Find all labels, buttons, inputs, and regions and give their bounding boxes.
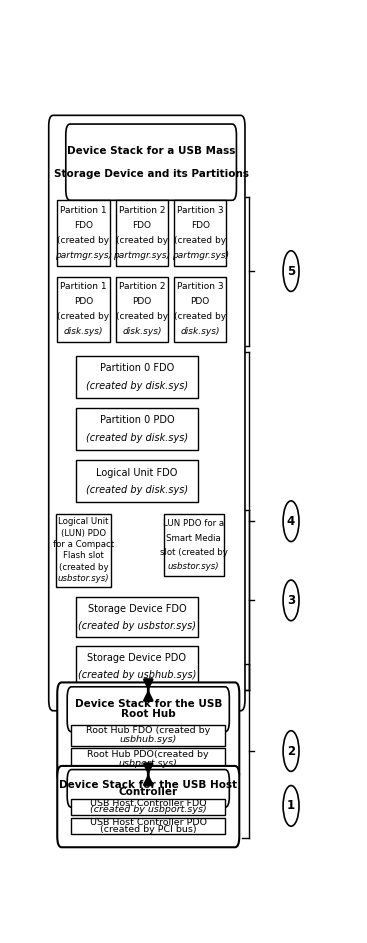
Text: Controller: Controller (119, 786, 178, 797)
Circle shape (283, 731, 299, 771)
Text: Partition 3: Partition 3 (177, 207, 224, 215)
Text: Device Stack for the USB: Device Stack for the USB (75, 700, 222, 709)
Text: FDO: FDO (74, 221, 93, 230)
Text: (created by: (created by (59, 563, 108, 571)
FancyBboxPatch shape (72, 819, 225, 835)
Text: for a Compact: for a Compact (53, 540, 114, 549)
Text: Root Hub: Root Hub (121, 709, 176, 720)
Text: (created by usbhub.sys): (created by usbhub.sys) (78, 670, 196, 680)
Text: Device Stack for a USB Mass: Device Stack for a USB Mass (67, 146, 235, 156)
Circle shape (283, 501, 299, 541)
Text: Storage Device and its Partitions: Storage Device and its Partitions (54, 169, 248, 178)
Circle shape (283, 580, 299, 620)
Text: (created by: (created by (58, 312, 110, 322)
Text: usbport.sys): usbport.sys) (119, 759, 178, 768)
Text: Partition 2: Partition 2 (119, 283, 165, 291)
Text: LUN PDO for a: LUN PDO for a (163, 520, 224, 528)
FancyBboxPatch shape (76, 356, 198, 398)
FancyBboxPatch shape (76, 597, 198, 637)
Text: partmgr.sys): partmgr.sys) (55, 251, 112, 259)
Text: Storage Device FDO: Storage Device FDO (88, 604, 186, 614)
Text: (created by: (created by (116, 236, 168, 245)
Text: Partition 0 PDO: Partition 0 PDO (99, 415, 174, 425)
Text: (created by: (created by (174, 236, 226, 245)
FancyBboxPatch shape (76, 460, 198, 503)
Text: Storage Device PDO: Storage Device PDO (87, 653, 186, 663)
Text: 2: 2 (287, 745, 295, 757)
FancyBboxPatch shape (164, 514, 224, 576)
Text: 3: 3 (287, 594, 295, 607)
Text: usbhub.sys): usbhub.sys) (120, 736, 177, 744)
Text: PDO: PDO (74, 297, 93, 306)
Text: Partition 1: Partition 1 (60, 283, 107, 291)
Text: Smart Media: Smart Media (166, 534, 221, 542)
Text: USB Host Controller PDO: USB Host Controller PDO (90, 819, 207, 827)
Text: usbstor.sys): usbstor.sys) (168, 562, 219, 571)
Text: partmgr.sys): partmgr.sys) (113, 251, 170, 259)
Text: (created by usbport.sys): (created by usbport.sys) (90, 805, 207, 815)
Text: Partition 3: Partition 3 (177, 283, 224, 291)
FancyBboxPatch shape (49, 115, 245, 711)
Text: Partition 1: Partition 1 (60, 207, 107, 215)
Text: (created by disk.sys): (created by disk.sys) (86, 485, 188, 495)
Text: (created by PCI bus): (created by PCI bus) (100, 825, 197, 834)
Text: (created by: (created by (58, 236, 110, 245)
Text: Root Hub FDO (created by: Root Hub FDO (created by (86, 726, 210, 736)
Text: slot (created by: slot (created by (160, 548, 228, 556)
FancyBboxPatch shape (72, 748, 225, 769)
Text: (created by: (created by (116, 312, 168, 322)
Text: Logical Unit FDO: Logical Unit FDO (96, 468, 178, 477)
FancyBboxPatch shape (76, 408, 198, 450)
FancyBboxPatch shape (174, 276, 226, 342)
Text: Device Stack for the USB Host: Device Stack for the USB Host (59, 780, 237, 790)
Text: disk.sys): disk.sys) (122, 327, 161, 336)
Text: (created by disk.sys): (created by disk.sys) (86, 433, 188, 443)
FancyBboxPatch shape (67, 769, 229, 807)
Text: partmgr.sys): partmgr.sys) (172, 251, 229, 259)
FancyBboxPatch shape (57, 683, 239, 783)
Text: disk.sys): disk.sys) (181, 327, 220, 336)
FancyBboxPatch shape (116, 276, 168, 342)
FancyBboxPatch shape (66, 124, 236, 200)
FancyBboxPatch shape (76, 646, 198, 687)
Text: PDO: PDO (190, 297, 210, 306)
FancyBboxPatch shape (57, 200, 110, 266)
Text: (created by: (created by (174, 312, 226, 322)
Text: PDO: PDO (132, 297, 152, 306)
Text: (created by usbstor.sys): (created by usbstor.sys) (78, 620, 196, 631)
FancyBboxPatch shape (57, 276, 110, 342)
Text: (created by disk.sys): (created by disk.sys) (86, 381, 188, 390)
Text: (LUN) PDO: (LUN) PDO (61, 529, 106, 538)
FancyBboxPatch shape (57, 766, 239, 847)
Text: Logical Unit: Logical Unit (58, 518, 109, 526)
Text: FDO: FDO (132, 221, 151, 230)
Text: USB Host Controller FDO: USB Host Controller FDO (90, 799, 207, 808)
FancyBboxPatch shape (67, 687, 229, 732)
Text: 1: 1 (287, 800, 295, 812)
FancyBboxPatch shape (116, 200, 168, 266)
Text: FDO: FDO (191, 221, 210, 230)
Text: 4: 4 (287, 515, 295, 528)
FancyBboxPatch shape (72, 799, 225, 815)
Text: Partition 0 FDO: Partition 0 FDO (100, 363, 174, 373)
Text: usbstor.sys): usbstor.sys) (58, 574, 109, 583)
FancyBboxPatch shape (56, 514, 111, 587)
Text: Partition 2: Partition 2 (119, 207, 165, 215)
Text: disk.sys): disk.sys) (64, 327, 103, 336)
Text: 5: 5 (287, 265, 295, 277)
Circle shape (283, 251, 299, 291)
FancyBboxPatch shape (174, 200, 226, 266)
Text: Flash slot: Flash slot (63, 552, 104, 560)
FancyBboxPatch shape (72, 724, 225, 746)
Circle shape (283, 786, 299, 826)
Text: Root Hub PDO(created by: Root Hub PDO(created by (87, 750, 209, 758)
